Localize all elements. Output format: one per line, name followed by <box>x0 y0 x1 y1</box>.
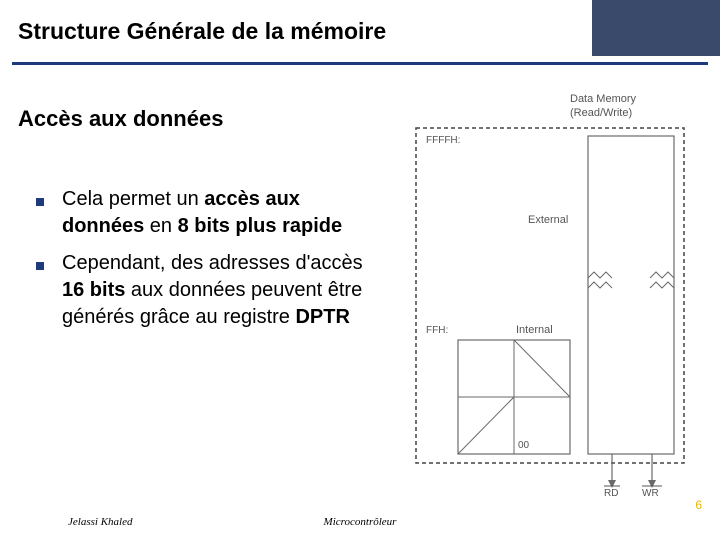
bullet-text: Cela permet un accès aux données en 8 bi… <box>62 186 382 240</box>
bullet-icon <box>36 198 44 206</box>
label-wr: WR <box>642 488 659 498</box>
footer-author: Jelassi Khaled <box>68 516 132 528</box>
addr-bottom: 00 <box>518 440 530 451</box>
title-divider <box>12 62 708 65</box>
subtitle: Accès aux données <box>18 106 223 132</box>
break-mark <box>588 272 674 278</box>
bullet-text: Cependant, des adresses d'accès 16 bits … <box>62 250 382 331</box>
arrowhead <box>648 480 656 488</box>
external-box <box>588 136 674 454</box>
addr-mid: FFH: <box>426 325 448 336</box>
diagram-header-line1: Data Memory <box>570 93 637 105</box>
page-number: 6 <box>695 498 702 512</box>
page-title: Structure Générale de la mémoire <box>18 18 386 45</box>
list-item: Cependant, des adresses d'accès 16 bits … <box>36 250 382 331</box>
footer-subject: Microcontrôleur <box>324 516 397 528</box>
label-internal: Internal <box>516 324 553 336</box>
memory-diagram: Data Memory (Read/Write) FFFFH: External… <box>398 88 698 498</box>
addr-top: FFFFH: <box>426 135 460 146</box>
corner-accent <box>592 0 720 56</box>
arrowhead <box>608 480 616 488</box>
bullet-list: Cela permet un accès aux données en 8 bi… <box>36 186 382 341</box>
break-mark <box>588 282 674 288</box>
diagram-header-line2: (Read/Write) <box>570 107 632 119</box>
dashed-frame <box>416 128 684 463</box>
bullet-icon <box>36 262 44 270</box>
internal-diag1 <box>514 340 570 397</box>
list-item: Cela permet un accès aux données en 8 bi… <box>36 186 382 240</box>
internal-diag2 <box>458 397 514 454</box>
label-rd: RD <box>604 488 618 498</box>
label-external: External <box>528 214 568 226</box>
